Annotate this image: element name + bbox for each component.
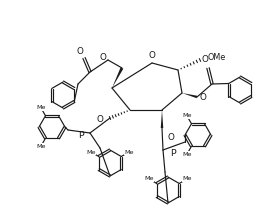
Polygon shape (161, 110, 163, 128)
Text: O: O (202, 56, 208, 64)
Text: Me: Me (86, 149, 96, 155)
Text: O: O (96, 116, 103, 124)
Text: OMe: OMe (207, 53, 225, 61)
Text: P: P (170, 148, 176, 158)
Text: O: O (100, 53, 106, 63)
Text: O: O (168, 133, 175, 142)
Text: Me: Me (182, 113, 192, 119)
Text: Me: Me (36, 105, 46, 110)
Text: Me: Me (182, 152, 192, 156)
Polygon shape (112, 67, 123, 88)
Text: O: O (76, 47, 84, 57)
Polygon shape (182, 93, 197, 98)
Text: Me: Me (144, 177, 154, 181)
Text: P: P (78, 131, 84, 139)
Text: Me: Me (182, 177, 192, 181)
Text: O: O (200, 93, 207, 102)
Text: Me: Me (36, 144, 46, 149)
Text: O: O (149, 50, 155, 60)
Text: Me: Me (124, 149, 134, 155)
